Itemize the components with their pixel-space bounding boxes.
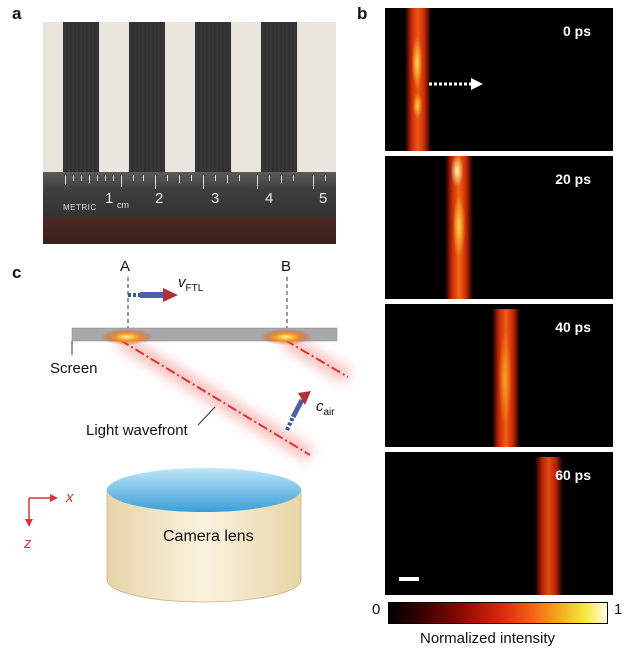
frame-40ps: 40 ps bbox=[385, 304, 613, 447]
frame-time-label: 60 ps bbox=[555, 467, 591, 483]
wavefront-label: Light wavefront bbox=[86, 422, 188, 439]
wood-surface bbox=[43, 217, 336, 244]
camera-lens-body bbox=[106, 489, 302, 603]
ruler-number: 1 bbox=[105, 190, 114, 207]
light-streak bbox=[535, 457, 563, 595]
point-b-label: B bbox=[281, 258, 292, 275]
colorbar-title: Normalized intensity bbox=[420, 630, 556, 647]
diagram bbox=[25, 277, 352, 603]
cair-label: cair bbox=[316, 398, 335, 418]
colorbar-min-label: 0 bbox=[372, 601, 381, 618]
ruler-metric-text: METRIC bbox=[63, 203, 97, 212]
point-a-label: A bbox=[120, 258, 131, 275]
screen-label: Screen bbox=[50, 360, 98, 377]
light-wavefront-line bbox=[284, 339, 349, 378]
colorbar-max-label: 1 bbox=[614, 601, 623, 618]
frame-20ps: 20 ps bbox=[385, 156, 613, 299]
z-axis-label: z bbox=[24, 535, 32, 552]
colorbar bbox=[388, 602, 608, 624]
panel-label-a: a bbox=[12, 4, 22, 23]
ruler bbox=[43, 172, 336, 217]
camera-lens-label: Camera lens bbox=[163, 528, 254, 545]
frame-0ps: 0 ps bbox=[385, 8, 613, 151]
c-symbol: c bbox=[316, 398, 324, 415]
frame-60ps: 60 ps bbox=[385, 452, 613, 595]
frame-time-label: 20 ps bbox=[555, 171, 591, 187]
ruler-number: 3 bbox=[211, 190, 220, 207]
propagation-arrow-icon bbox=[429, 78, 483, 90]
scale-bar bbox=[399, 577, 419, 581]
stripe bbox=[129, 22, 165, 194]
x-axis-label: x bbox=[66, 489, 74, 506]
stripe bbox=[63, 22, 99, 194]
frame-time-label: 0 ps bbox=[562, 23, 591, 39]
ruler-photo: METRIC 1 cm 2 3 4 5 bbox=[43, 22, 336, 244]
light-spot-b bbox=[260, 329, 312, 345]
ruler-number: 2 bbox=[155, 190, 164, 207]
vftl-label: vFTL bbox=[178, 274, 203, 294]
panel-label-c: c bbox=[12, 263, 22, 282]
panel-label-b: b bbox=[357, 4, 368, 23]
ruler-number: 5 bbox=[319, 190, 328, 207]
vftl-arrow-icon bbox=[140, 292, 165, 298]
ruler-number: 4 bbox=[265, 190, 274, 207]
ruler-unit: cm bbox=[117, 200, 129, 210]
light-spot-a bbox=[101, 329, 153, 345]
camera-lens-top bbox=[107, 468, 301, 512]
stripe bbox=[195, 22, 231, 194]
cair-arrow-icon bbox=[298, 391, 311, 405]
light-wavefront-line bbox=[119, 339, 311, 456]
frame-time-label: 40 ps bbox=[555, 319, 591, 335]
stripe bbox=[261, 22, 297, 194]
c-subscript: air bbox=[323, 407, 335, 418]
v-symbol: v bbox=[178, 274, 186, 291]
v-subscript: FTL bbox=[185, 283, 204, 294]
